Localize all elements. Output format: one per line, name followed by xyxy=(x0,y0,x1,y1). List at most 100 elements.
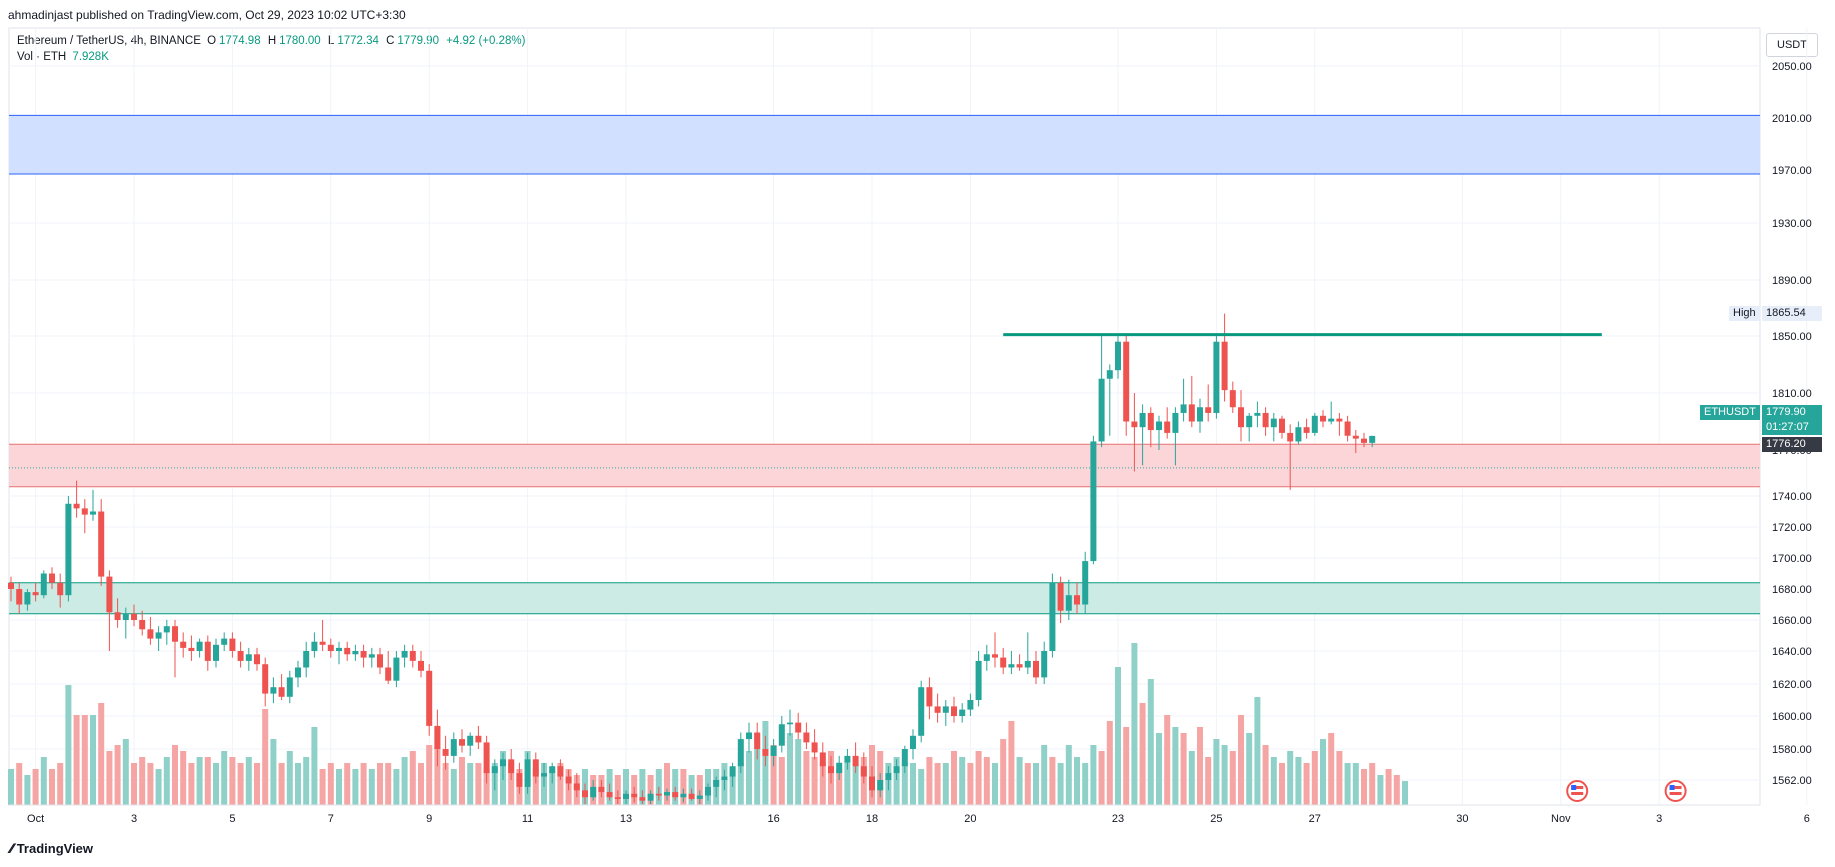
us-flag-event-icon[interactable] xyxy=(1664,780,1687,802)
volume-bar xyxy=(172,745,178,805)
candle-body xyxy=(565,776,572,784)
volume-bar xyxy=(901,763,908,805)
volume-bar xyxy=(1311,751,1318,805)
volume-bar xyxy=(819,763,826,805)
candle-body xyxy=(934,706,941,713)
candle-body xyxy=(1352,435,1359,439)
candle-body xyxy=(1303,427,1310,433)
candle-body xyxy=(836,762,843,774)
candle-body xyxy=(1369,435,1376,443)
candle-body xyxy=(1221,341,1228,391)
volume-bar xyxy=(549,769,556,805)
candle-body xyxy=(803,732,810,743)
volume-bar xyxy=(1328,733,1335,805)
time-tick-label: 18 xyxy=(866,813,878,825)
volume-bar xyxy=(1295,757,1302,805)
candle-body xyxy=(81,508,88,515)
candle-body xyxy=(1016,664,1023,668)
price-tick-label: 1720.00 xyxy=(1772,522,1812,534)
volume-bar xyxy=(426,745,433,805)
price-tick-label: 1890.00 xyxy=(1772,275,1812,287)
volume-bar xyxy=(1361,769,1367,805)
volume-bar xyxy=(1279,763,1285,805)
volume-bar xyxy=(1369,763,1376,805)
crosshair-price-tag: 1776.20 xyxy=(1762,437,1822,452)
volume-label[interactable]: Vol · ETH xyxy=(17,51,67,63)
time-axis[interactable]: Oct3579111316182023252730Nov36810 xyxy=(9,804,1835,825)
tradingview-logo-icon: ⁄∕ xyxy=(10,840,14,856)
candle-body xyxy=(705,786,711,796)
candle-body xyxy=(8,582,14,589)
flag-canton xyxy=(1669,785,1675,790)
volume-bar xyxy=(893,757,900,805)
volume-bar xyxy=(737,763,744,805)
volume-bar xyxy=(770,745,777,805)
candle-body xyxy=(639,797,646,801)
candle-body xyxy=(254,654,260,665)
price-axis[interactable]: 2050.00 2010.00 1970.00 1930.00 1890.00 1850.… xyxy=(1772,61,1812,787)
candle-body xyxy=(122,613,129,620)
volume-bar xyxy=(557,763,564,805)
symbol-title[interactable]: Ethereum / TetherUS, 4h, BINANCE xyxy=(17,35,201,47)
candle-body xyxy=(959,709,966,716)
volume-bar xyxy=(155,769,162,805)
candle-body xyxy=(245,654,252,661)
volume-bar xyxy=(450,769,457,805)
volume-bar xyxy=(188,763,195,805)
volume-bar xyxy=(114,745,121,805)
candle-body xyxy=(1320,415,1326,422)
candle-body xyxy=(57,582,64,596)
volume-bar xyxy=(1213,739,1220,805)
volume-bar xyxy=(245,757,252,805)
currency-selector[interactable]: USDT xyxy=(1766,33,1818,57)
candle-body xyxy=(327,644,334,651)
candle-body xyxy=(910,735,916,749)
volume-bar xyxy=(910,763,916,805)
volume-bar xyxy=(1205,757,1212,805)
candle-body xyxy=(286,677,293,697)
candle-body xyxy=(213,644,219,661)
candle-body xyxy=(180,641,187,648)
candle-body xyxy=(860,766,867,777)
candle-body xyxy=(992,654,998,658)
volume-bar xyxy=(1402,781,1408,805)
time-tick-label: Oct xyxy=(27,813,44,825)
volume-bar xyxy=(1180,733,1187,805)
volume-bar xyxy=(951,751,957,805)
candle-body xyxy=(549,766,556,774)
candle-body xyxy=(967,700,974,710)
event-markers[interactable] xyxy=(1566,780,1687,802)
candle-body xyxy=(352,651,359,655)
volume-bar xyxy=(401,757,408,805)
volume-bar xyxy=(360,763,367,805)
volume-bar xyxy=(623,769,629,805)
flag-stripe xyxy=(1669,792,1682,795)
candle-body xyxy=(1205,407,1212,413)
candle-body xyxy=(877,780,884,791)
candle-body xyxy=(131,613,137,620)
candle-body xyxy=(303,651,310,668)
candle-body xyxy=(655,793,662,796)
us-flag-event-icon[interactable] xyxy=(1566,780,1589,802)
tradingview-brand[interactable]: ⁄∕ TradingView xyxy=(10,840,93,856)
candle-body xyxy=(270,687,277,694)
time-tick-label: Nov xyxy=(1551,813,1571,825)
candle-body xyxy=(1074,595,1080,605)
candle-body xyxy=(598,786,605,793)
volume-bar xyxy=(1229,751,1236,805)
flag-canton xyxy=(1571,785,1577,790)
candle-body xyxy=(901,749,908,767)
volume-bar xyxy=(49,769,55,805)
volume-bar xyxy=(16,763,23,805)
candle-body xyxy=(1188,404,1195,422)
low-value: 1772.34 xyxy=(337,35,379,47)
countdown-tag: 01:27:07 xyxy=(1762,420,1822,435)
volume-bar xyxy=(803,751,810,805)
volume-bar xyxy=(196,757,203,805)
time-tick-label: 5 xyxy=(229,813,235,825)
price-tick-label: 1970.00 xyxy=(1772,165,1812,177)
candle-body xyxy=(983,654,990,661)
candle-body xyxy=(1213,341,1220,413)
candle-body xyxy=(360,651,367,658)
